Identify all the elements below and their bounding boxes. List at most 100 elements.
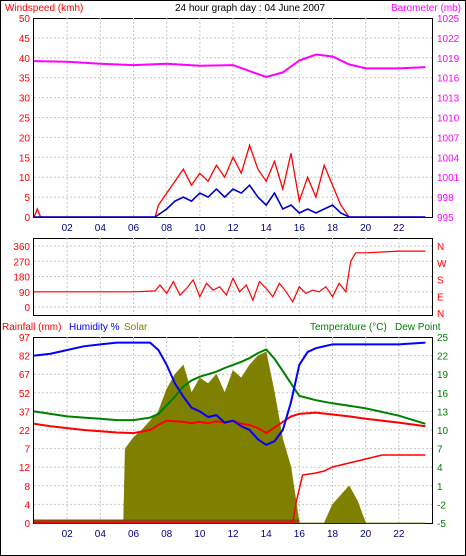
- direction-tick: 270: [13, 257, 30, 268]
- windspeed-tick: 20: [19, 133, 31, 144]
- humidity-line: [33, 341, 426, 447]
- compass-letter: N: [437, 242, 444, 253]
- solar-label: Solar: [124, 322, 148, 333]
- dewpoint-line: [33, 411, 426, 435]
- time-tick: 02: [62, 223, 74, 234]
- time-tick: 14: [261, 223, 273, 234]
- windspeed-tick: 50: [19, 14, 31, 25]
- windspeed-tick: 40: [19, 54, 31, 65]
- time-tick: 22: [393, 529, 405, 540]
- time-tick: 08: [161, 223, 173, 234]
- time-tick: 20: [360, 223, 372, 234]
- temperature-tick: 4: [437, 463, 443, 474]
- temperature-tick: 19: [437, 370, 449, 381]
- barometer-tick: 1001: [437, 173, 460, 184]
- rainfall-line: [34, 454, 426, 524]
- compass-letter: N: [437, 309, 444, 320]
- time-tick: 04: [95, 529, 107, 540]
- time-tick: 10: [194, 529, 206, 540]
- temperature-tick: 10: [437, 426, 449, 437]
- temperature-axis: 25 22 19 16 13 10 7 4 1 -2 -5: [437, 333, 449, 530]
- rainfall-tick: 97: [19, 333, 31, 344]
- temperature-tick: 16: [437, 389, 449, 400]
- rainfall-tick: 52: [19, 389, 31, 400]
- panel-direction-series: [34, 250, 426, 304]
- temperature-tick: -2: [437, 500, 446, 511]
- time-tick: 10: [194, 223, 206, 234]
- time-tick: 16: [294, 223, 306, 234]
- windspeed-line: [33, 143, 426, 218]
- rainfall-tick: 67: [19, 370, 31, 381]
- solar-area: [34, 351, 426, 524]
- dewpoint-label: Dew Point: [395, 322, 441, 333]
- barometer-axis: 1025 1022 1019 1016 1013 1010 1007 1004 1001 998 9…: [437, 14, 460, 224]
- rainfall-tick: 12: [19, 463, 31, 474]
- barometer-tick: 1019: [437, 54, 460, 65]
- direction-axis: 360 270 180 90 0: [13, 242, 30, 314]
- rainfall-tick: 22: [19, 426, 31, 437]
- time-tick: 18: [327, 529, 339, 540]
- humidity-label: Humidity %: [69, 322, 120, 333]
- rainfall-label: Rainfall (mm): [2, 322, 61, 333]
- time-tick: 18: [327, 223, 339, 234]
- windspeed-tick: 35: [19, 74, 31, 85]
- barometer-label: Barometer (mb): [391, 3, 461, 14]
- windspeed-tick: 30: [19, 94, 31, 105]
- barometer-tick: 995: [437, 213, 454, 224]
- temperature-label: Temperature (°C): [310, 322, 387, 333]
- windspeed-label: Windspeed (kmh): [5, 3, 83, 14]
- graph-title: 24 hour graph day : 04 June 2007: [175, 3, 326, 14]
- temperature-line: [33, 348, 426, 425]
- rainfall-tick: 4: [24, 500, 30, 511]
- windspeed-tick: 25: [19, 114, 31, 125]
- time-tick: 22: [393, 223, 405, 234]
- time-tick: 04: [95, 223, 107, 234]
- rainfall-tick: 82: [19, 352, 31, 363]
- rainfall-tick: 8: [24, 482, 30, 493]
- time-tick: 16: [294, 529, 306, 540]
- rainfall-tick: 0: [24, 519, 30, 530]
- time-tick: 20: [360, 529, 372, 540]
- temperature-tick: -5: [437, 519, 446, 530]
- temperature-tick: 13: [437, 407, 449, 418]
- barometer-tick: 1016: [437, 74, 460, 85]
- windspeed-tick: 0: [24, 213, 30, 224]
- temperature-tick: 7: [437, 445, 443, 456]
- barometer-tick: 1010: [437, 114, 460, 125]
- time-tick: 12: [227, 529, 239, 540]
- windspeed-tick: 10: [19, 173, 31, 184]
- barometer-tick: 1007: [437, 133, 460, 144]
- barometer-tick: 1025: [437, 14, 460, 25]
- windspeed-tick: 15: [19, 153, 31, 164]
- temperature-tick: 25: [437, 333, 449, 344]
- panel-direction-grid: [34, 238, 432, 315]
- windspeed-tick: 5: [24, 193, 30, 204]
- temperature-tick: 22: [437, 352, 449, 363]
- compass-letter: E: [437, 292, 444, 303]
- time-tick: 06: [128, 223, 140, 234]
- barometer-tick: 1004: [437, 153, 460, 164]
- wind-direction-line: [34, 250, 426, 304]
- panel-wind-grid: [34, 18, 432, 217]
- compass-letter: W: [437, 259, 447, 270]
- barometer-tick: 998: [437, 193, 454, 204]
- time-tick: 06: [128, 529, 140, 540]
- barometer-line: [33, 53, 426, 79]
- panel-atmos-time-axis: 02 04 06 08 10 12 14 16 18 20 22: [62, 529, 405, 540]
- wind-average-line: [34, 183, 426, 218]
- barometer-tick: 1022: [437, 34, 460, 45]
- rainfall-tick: 7: [24, 445, 30, 456]
- direction-tick: 360: [13, 242, 30, 253]
- panel-wind-time-axis: 02 04 06 08 10 12 14 16 18 20 22: [62, 223, 405, 234]
- time-tick: 08: [161, 529, 173, 540]
- temperature-tick: 1: [437, 482, 443, 493]
- windspeed-tick: 45: [19, 34, 31, 45]
- rainfall-tick: 37: [19, 407, 31, 418]
- humidity-axis: 97 82 67 52 37 22 7 12 8 4 0: [19, 333, 31, 530]
- barometer-tick: 1013: [437, 94, 460, 105]
- panel-atmos-series: [33, 341, 426, 524]
